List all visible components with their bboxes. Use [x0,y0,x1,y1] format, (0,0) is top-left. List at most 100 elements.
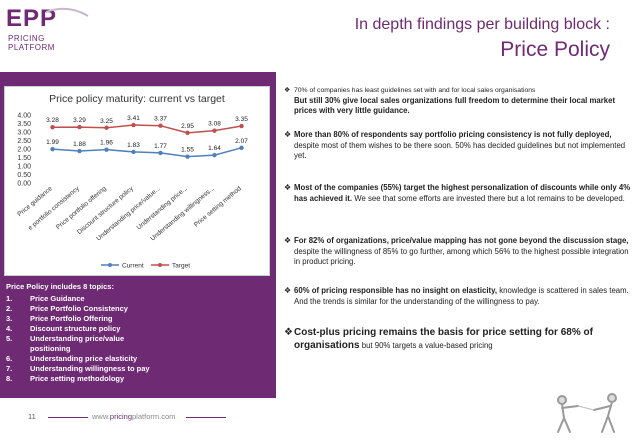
topic-number: 6. [6,354,13,363]
current-point [158,150,163,156]
topic-number: 7. [6,364,13,373]
target-data-label: 3.08 [208,121,221,128]
list-item: 8. Price setting methodology [6,374,270,384]
topic-number: 5. [6,334,13,343]
current-data-label: 2.07 [235,138,248,145]
topic-number: 2. [6,304,13,313]
maturity-chart: Price policy maturity: current vs target… [4,86,270,276]
diamond-bullet-icon: ❖ [284,183,291,192]
current-point [185,154,190,159]
url-suffix: platform.com [132,412,176,421]
logo-line-1: PRICING [8,34,45,43]
target-point [212,128,217,133]
topic-label: Discount structure policy [30,324,121,333]
chart-plot: 0.00 0.501.00 1.502.00 2.503.00 3.504.00 Pric… [16,113,248,270]
current-legend-label: Current [122,263,144,270]
target-data-label: 3.28 [46,117,59,124]
finding-5-text: knowledge is scattered in sales team. An… [294,286,629,306]
finding-6-emphasis: Cost-plus pricing remains the basis for … [294,327,593,351]
target-legend-label: Target [172,263,190,270]
epp-logo[interactable]: EPP PRICING PLATFORM [6,6,96,54]
topics-list: Price Policy includes 8 topics: 1. Price … [0,280,276,398]
current-data-label: 1.88 [73,141,86,148]
target-data-label: 3.41 [127,115,140,122]
x-tick-label: Price portfolio offering [55,185,108,231]
current-point [104,147,109,152]
y-tick-label: 1.50 [17,155,31,162]
y-tick-label: 2.00 [17,147,31,154]
page-number: 11 [28,412,36,421]
y-tick-label: 4.00 [17,113,31,120]
target-point [104,125,109,130]
list-item: 1. Price Guidance [6,294,270,304]
topic-label: Price Portfolio Offering [30,314,113,323]
y-tick-label: 3.50 [17,121,31,128]
list-item: 7. Understanding willingness to pay [6,364,270,374]
x-tick-label: Understanding price... [136,185,189,231]
finding-4-emphasis: For 82% of organizations, price/value ma… [294,236,629,245]
logo-wordmark: EPP [6,5,58,32]
topic-label: Understanding price/value positioning [30,334,125,353]
topic-number: 1. [6,294,13,303]
diamond-bullet-icon: ❖ [284,87,291,94]
list-item: 2. Price Portfolio Consistency [6,304,270,314]
target-point [158,123,163,128]
target-legend-marker [158,263,162,267]
current-point [239,145,244,151]
y-tick-label: 3.00 [17,130,31,137]
finding-3: ❖ Most of the companies (55%) target the… [284,183,634,204]
list-item: 4. Discount structure policy [6,324,270,334]
finding-2-text: despite most of them wishes to be there … [294,140,451,150]
topic-label: Price setting methodology [30,374,125,383]
finding-4: ❖ For 82% of organizations, price/value … [284,236,634,268]
list-item: 5. Understanding price/value positioning [6,334,270,354]
current-data-label: 1.64 [208,145,221,152]
current-data-label: 1.96 [100,140,113,147]
y-tick-label: 0.50 [17,172,31,179]
finding-6-text: but 90% targets a value-based pricing [359,341,493,350]
x-tick-label: Price setting method [193,185,243,229]
y-tick-label: 1.00 [17,164,31,171]
finding-1-intro: 70% of companies has least guidelines se… [294,87,536,94]
target-data-label: 2.95 [181,123,194,130]
y-tick-label: 2.50 [17,138,31,145]
target-data-label: 3.25 [100,118,113,125]
diamond-bullet-icon: ❖ [284,130,291,139]
current-point [50,146,55,152]
current-data-label: 1.77 [154,143,167,150]
current-series-line [52,147,242,158]
target-data-label: 3.35 [235,116,248,123]
footer-url-link[interactable]: www.pricingplatform.com [92,412,175,421]
current-legend-marker [108,263,112,267]
finding-4-text: despite the willingness of 85% to go fur… [294,246,629,267]
target-point [131,122,136,128]
target-series-line [52,124,242,134]
logo-swoosh-icon [45,7,89,17]
url-prefix: www. [92,412,110,421]
list-item: 3. Price Portfolio Offering [6,314,270,324]
finding-5-emphasis: 60% of pricing responsible has no insigh… [294,286,498,295]
header-subtitle: In depth findings per building block : [354,16,610,33]
finding-2-note: . 50% has decided guidelines but not imp… [294,140,626,161]
logo-line-2: PLATFORM [8,43,55,52]
x-tick-label: e portfolio consistency [27,185,81,232]
current-data-label: 1.99 [46,139,59,146]
finding-3-text: We see that some efforts are invested th… [352,193,625,203]
current-data-label: 1.83 [127,142,140,149]
target-data-label: 3.37 [154,116,167,123]
diamond-bullet-icon: ❖ [284,286,291,295]
topics-heading: Price Policy includes 8 topics: [6,282,114,291]
finding-1-emphasis: But still 30% give local sales organizat… [294,95,616,116]
current-point [77,148,82,154]
finding-2: ❖ More than 80% of respondents say portf… [284,130,634,162]
diamond-bullet-icon: ❖ [284,236,291,245]
target-point [185,130,190,136]
current-data-label: 1.55 [181,147,194,154]
target-point [77,124,82,130]
footer-divider [48,417,88,418]
list-item: 6. Understanding price elasticity [6,354,270,364]
topic-number: 8. [6,374,13,383]
topic-label: Understanding willingness to pay [30,364,150,373]
topic-label: Price Portfolio Consistency [30,304,128,313]
finding-2-emphasis: More than 80% of respondents say portfol… [294,130,612,139]
